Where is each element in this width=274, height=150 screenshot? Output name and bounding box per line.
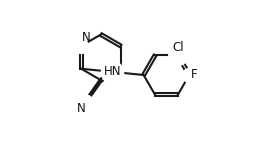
Text: N: N: [77, 102, 85, 114]
Text: Cl: Cl: [172, 41, 184, 54]
Text: HN: HN: [104, 65, 121, 78]
Text: F: F: [191, 69, 198, 81]
Text: N: N: [81, 31, 90, 44]
